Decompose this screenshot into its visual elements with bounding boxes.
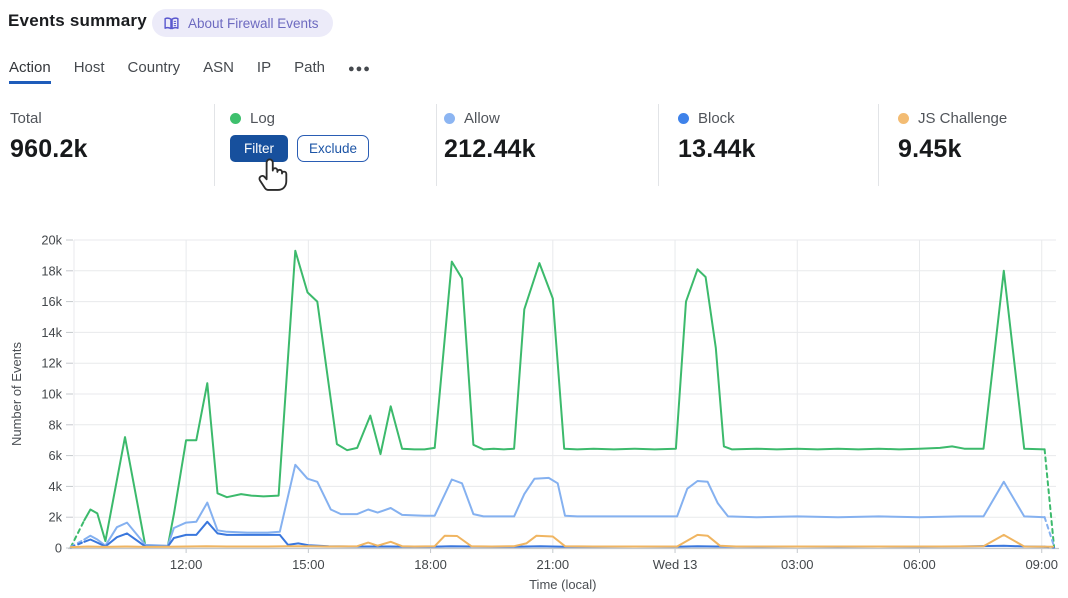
page-title: Events summary bbox=[8, 11, 147, 30]
about-badge-label: About Firewall Events bbox=[188, 15, 319, 31]
y-tick-label: 18k bbox=[41, 263, 62, 278]
tab-action[interactable]: Action bbox=[9, 59, 51, 84]
stat-js-challenge[interactable]: JS Challenge 9.45k bbox=[898, 110, 1007, 164]
block-legend-dot bbox=[678, 112, 689, 124]
stat-log[interactable]: Log Filter Exclude bbox=[230, 109, 370, 162]
stat-js-challenge-label: JS Challenge bbox=[918, 109, 1008, 127]
exclude-button[interactable]: Exclude bbox=[297, 135, 370, 162]
series-line-log bbox=[83, 249, 1046, 548]
stats-divider bbox=[658, 104, 659, 186]
x-tick-label: 12:00 bbox=[170, 557, 203, 572]
y-tick-label: 4k bbox=[48, 479, 62, 494]
x-tick-label: 03:00 bbox=[781, 557, 814, 572]
stats-divider bbox=[436, 104, 437, 186]
x-tick-label: 15:00 bbox=[292, 557, 325, 572]
series-line-log-dash-head bbox=[69, 519, 86, 549]
stats-divider bbox=[878, 104, 879, 186]
series-line-block bbox=[83, 520, 1046, 548]
x-axis-title: Time (local) bbox=[529, 577, 596, 592]
filter-button[interactable]: Filter bbox=[230, 135, 288, 162]
tab-path[interactable]: Path bbox=[294, 59, 325, 76]
y-tick-label: 20k bbox=[41, 233, 62, 248]
tab-country[interactable]: Country bbox=[127, 59, 181, 76]
tab-ip[interactable]: IP bbox=[256, 59, 272, 76]
open-book-icon bbox=[164, 16, 179, 29]
series-line-log-dash-tail bbox=[1043, 448, 1055, 548]
y-tick-label: 14k bbox=[41, 325, 62, 340]
x-tick-label: 09:00 bbox=[1025, 557, 1058, 572]
series-line-allow bbox=[83, 463, 1046, 547]
stat-block-value: 13.44k bbox=[678, 135, 756, 163]
stat-allow-label: Allow bbox=[464, 109, 500, 127]
y-tick-label: 8k bbox=[48, 417, 62, 432]
y-tick-label: 10k bbox=[41, 387, 62, 402]
stat-log-label: Log bbox=[250, 109, 276, 127]
stat-allow-value: 212.44k bbox=[444, 135, 536, 163]
stat-allow[interactable]: Allow 212.44k bbox=[444, 110, 536, 164]
tab-asn[interactable]: ASN bbox=[203, 59, 234, 76]
x-tick-label: 06:00 bbox=[903, 557, 936, 572]
series-line-block-dash-tail bbox=[1043, 545, 1055, 549]
js-challenge-legend-dot bbox=[898, 112, 909, 124]
about-firewall-events-badge[interactable]: About Firewall Events bbox=[152, 9, 333, 37]
stat-total-label: Total bbox=[10, 109, 42, 127]
y-tick-label: 6k bbox=[48, 448, 62, 463]
stat-total-value: 960.2k bbox=[10, 135, 88, 163]
series-line-allow-dash-tail bbox=[1043, 516, 1055, 548]
tab-host[interactable]: Host bbox=[73, 59, 105, 76]
stat-block-label: Block bbox=[698, 109, 735, 127]
y-axis-title: Number of Events bbox=[9, 341, 24, 446]
stat-total: Total 960.2k bbox=[10, 110, 88, 164]
x-tick-label: 21:00 bbox=[537, 557, 570, 572]
stat-js-challenge-value: 9.45k bbox=[898, 135, 962, 163]
allow-legend-dot bbox=[444, 112, 455, 124]
stat-block[interactable]: Block 13.44k bbox=[678, 110, 756, 164]
series-line-js-challenge bbox=[69, 533, 1055, 549]
log-legend-dot bbox=[230, 112, 241, 124]
facet-tabs: Action Host Country ASN IP Path ●●● bbox=[9, 59, 371, 84]
y-tick-label: 0 bbox=[55, 541, 62, 556]
series-line-block-dash-head bbox=[69, 540, 86, 549]
y-tick-label: 2k bbox=[48, 510, 62, 525]
x-tick-label: Wed 13 bbox=[653, 557, 698, 572]
y-tick-label: 12k bbox=[41, 356, 62, 371]
series-line-allow-dash-head bbox=[69, 538, 86, 548]
y-tick-label: 16k bbox=[41, 294, 62, 309]
more-tabs-ellipsis-icon[interactable]: ●●● bbox=[347, 63, 371, 75]
x-tick-label: 18:00 bbox=[414, 557, 447, 572]
stats-divider bbox=[214, 104, 215, 186]
